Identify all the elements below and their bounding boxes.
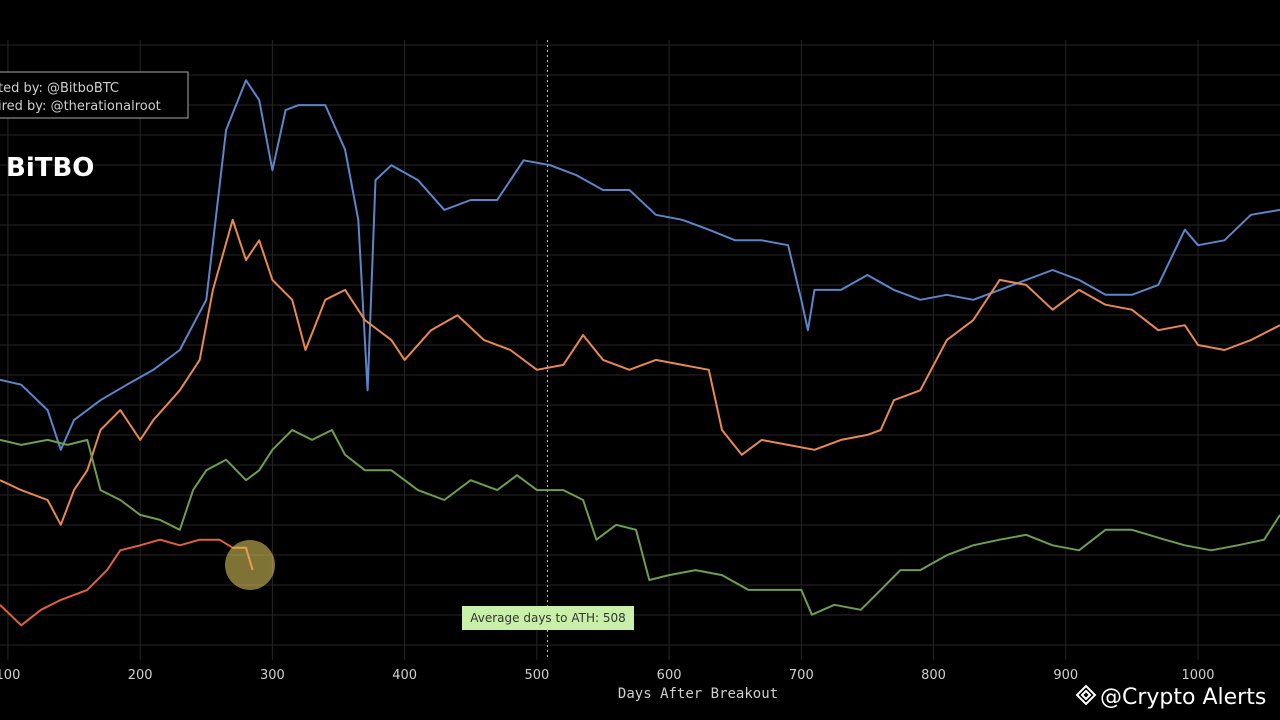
logo: BiTBO (6, 153, 94, 183)
series-line (0, 429, 1280, 616)
grid (0, 40, 1280, 660)
x-tick-label: 700 (789, 668, 814, 683)
series-lines (0, 79, 1280, 627)
watermark: @Crypto Alerts (1100, 685, 1266, 710)
credit-text: ired by: @therationalroot (0, 99, 161, 114)
annotation: Average days to ATH: 508 (470, 611, 625, 625)
series-line (0, 538, 254, 627)
series-line (0, 218, 1280, 526)
credit-text: ted by: @BitboBTC (0, 81, 119, 96)
x-tick-label: 1000 (1181, 668, 1214, 683)
x-tick-label: 200 (128, 668, 153, 683)
x-tick-label: 400 (392, 668, 417, 683)
annotation-box (462, 606, 634, 630)
x-tick-label: 600 (657, 668, 682, 683)
highlight-circle (225, 540, 275, 590)
x-axis-label: Days After Breakout (618, 686, 778, 702)
credits-box (0, 71, 189, 119)
series-line (0, 79, 1280, 451)
x-tick-label: 500 (524, 668, 549, 683)
watermark-icon (1075, 684, 1097, 706)
x-tick-label: 300 (260, 668, 285, 683)
x-tick-label: 100 (0, 668, 20, 683)
x-tick-label: 900 (1053, 668, 1078, 683)
x-tick-label: 800 (921, 668, 946, 683)
